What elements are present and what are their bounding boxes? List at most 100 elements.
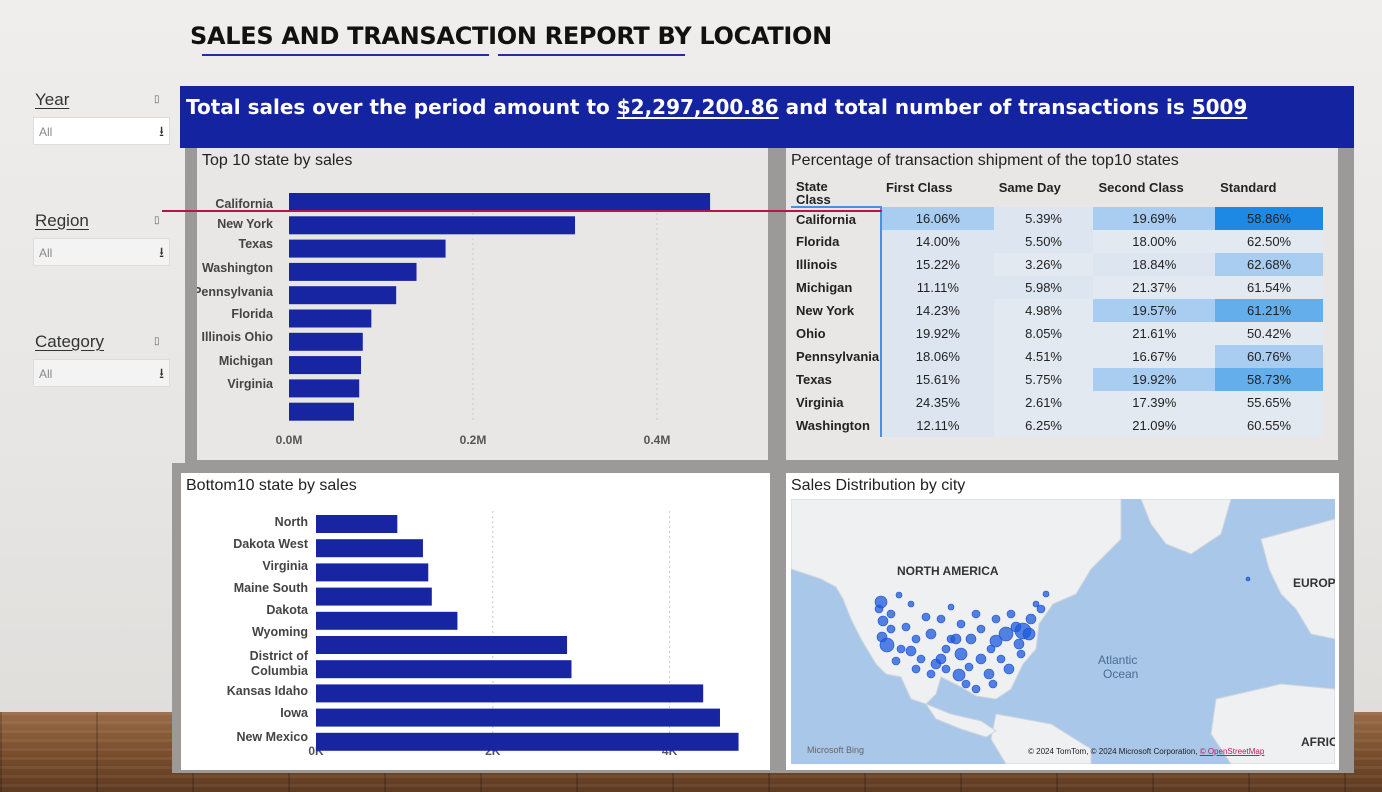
region-dropdown[interactable]: All ⭳: [33, 238, 170, 266]
city-bubble[interactable]: [998, 626, 1014, 642]
bar[interactable]: [316, 587, 432, 606]
city-bubble[interactable]: [921, 612, 931, 622]
city-bubble[interactable]: [1042, 590, 1050, 598]
city-bubble[interactable]: [986, 644, 996, 654]
city-bubble[interactable]: [1006, 609, 1016, 619]
table-row[interactable]: Virginia 24.35% 2.61% 17.39% 55.65%: [791, 391, 1323, 414]
city-bubble[interactable]: [941, 644, 951, 654]
city-bubble[interactable]: [896, 644, 906, 654]
bar[interactable]: [316, 708, 720, 727]
column-header[interactable]: Second Class: [1098, 180, 1184, 195]
table-row[interactable]: Texas 15.61% 5.75% 19.92% 58.73%: [791, 368, 1323, 391]
chevron-down-icon: ⭳: [159, 244, 164, 260]
bar[interactable]: [316, 636, 568, 654]
summary-banner: Total sales over the period amount to $2…: [180, 86, 1354, 148]
state-cell: Ohio: [791, 322, 882, 345]
city-bubble[interactable]: [886, 609, 896, 619]
bar[interactable]: [289, 379, 360, 398]
bar[interactable]: [316, 660, 572, 679]
city-bubble[interactable]: [1025, 613, 1037, 625]
map-label-atlantic: Atlantic: [1098, 653, 1137, 667]
city-bubble[interactable]: [891, 656, 901, 666]
eraser-icon[interactable]: ▯: [154, 94, 160, 105]
bar[interactable]: [289, 286, 397, 305]
city-bubble[interactable]: [1013, 638, 1025, 650]
bar[interactable]: [289, 332, 363, 351]
category-label: Texas: [238, 237, 273, 251]
bar[interactable]: [289, 309, 372, 328]
table-row[interactable]: New York 14.23% 4.98% 19.57% 61.21%: [791, 299, 1323, 322]
city-bubble[interactable]: [971, 684, 981, 694]
city-bubble[interactable]: [911, 634, 921, 644]
column-header[interactable]: Standard: [1220, 180, 1277, 195]
city-bubble[interactable]: [1003, 663, 1015, 675]
city-bubble[interactable]: [952, 668, 966, 682]
city-bubble[interactable]: [988, 679, 998, 689]
column-header[interactable]: First Class: [885, 180, 953, 195]
table-row[interactable]: Michigan 11.11% 5.98% 21.37% 61.54%: [791, 276, 1323, 299]
city-bubble[interactable]: [991, 614, 1001, 624]
city-bubble[interactable]: [907, 600, 915, 608]
city-bubble[interactable]: [976, 624, 986, 634]
table-row[interactable]: California 16.06% 5.39% 19.69% 58.86%: [791, 206, 1323, 230]
city-bubble[interactable]: [964, 662, 974, 672]
category-label: New York: [217, 217, 273, 231]
year-dropdown[interactable]: All ⭳: [33, 117, 170, 145]
city-bubble[interactable]: [954, 647, 968, 661]
city-bubble[interactable]: [874, 604, 884, 614]
column-header[interactable]: Same Day: [998, 180, 1061, 195]
bar[interactable]: [289, 239, 446, 258]
bar[interactable]: [289, 216, 576, 235]
city-bubble[interactable]: [996, 654, 1006, 664]
city-bubble[interactable]: [901, 622, 911, 632]
city-bubble[interactable]: [935, 653, 947, 665]
bar[interactable]: [316, 539, 423, 558]
eraser-icon[interactable]: ▯: [154, 215, 160, 226]
table-row[interactable]: Ohio 19.92% 8.05% 21.61% 50.42%: [791, 322, 1323, 345]
city-bubble[interactable]: [1016, 649, 1026, 659]
city-bubble[interactable]: [877, 615, 889, 627]
city-bubble[interactable]: [975, 653, 987, 665]
bar[interactable]: [289, 402, 354, 421]
city-bubble[interactable]: [1036, 604, 1046, 614]
openstreetmap-link[interactable]: © OpenStreetMap: [1199, 747, 1265, 756]
bar[interactable]: [289, 356, 362, 375]
city-bubble[interactable]: [956, 619, 966, 629]
city-bubble[interactable]: [936, 614, 946, 624]
city-bubble[interactable]: [925, 628, 937, 640]
city-bubble[interactable]: [983, 668, 995, 680]
city-bubble[interactable]: [879, 637, 895, 653]
bar[interactable]: [289, 193, 711, 211]
bar[interactable]: [289, 262, 417, 281]
sales-map[interactable]: NORTH AMERICA EUROP Atlantic Ocean AFRIC…: [791, 499, 1335, 764]
category-dropdown[interactable]: All ⭳: [33, 359, 170, 387]
bar[interactable]: [316, 732, 739, 751]
eraser-icon[interactable]: ▯: [154, 336, 160, 347]
bar[interactable]: [316, 515, 398, 533]
city-bubble[interactable]: [1245, 576, 1251, 582]
city-bubble[interactable]: [895, 591, 903, 599]
city-bubble[interactable]: [911, 664, 921, 674]
bar[interactable]: [316, 563, 429, 582]
city-bubble[interactable]: [926, 669, 936, 679]
table-row[interactable]: Washington 12.11% 6.25% 21.09% 60.55%: [791, 414, 1323, 437]
city-bubble[interactable]: [1032, 600, 1040, 608]
bar[interactable]: [316, 611, 458, 630]
city-bubble[interactable]: [989, 634, 1003, 648]
city-bubble[interactable]: [941, 664, 951, 674]
city-bubble[interactable]: [950, 633, 962, 645]
city-bubble[interactable]: [947, 603, 955, 611]
city-bubble[interactable]: [965, 633, 977, 645]
city-bubble[interactable]: [971, 609, 981, 619]
table-row[interactable]: Pennsylvania 18.06% 4.51% 16.67% 60.76%: [791, 345, 1323, 368]
state-cell: Michigan: [791, 276, 882, 299]
city-bubble[interactable]: [961, 679, 971, 689]
city-bubble[interactable]: [886, 624, 896, 634]
table-row[interactable]: Illinois 15.22% 3.26% 18.84% 62.68%: [791, 253, 1323, 276]
city-bubble[interactable]: [916, 654, 926, 664]
table-row[interactable]: Florida 14.00% 5.50% 18.00% 62.50%: [791, 230, 1323, 253]
city-bubble[interactable]: [1022, 627, 1036, 641]
bar[interactable]: [316, 684, 704, 703]
city-bubble[interactable]: [905, 645, 917, 657]
